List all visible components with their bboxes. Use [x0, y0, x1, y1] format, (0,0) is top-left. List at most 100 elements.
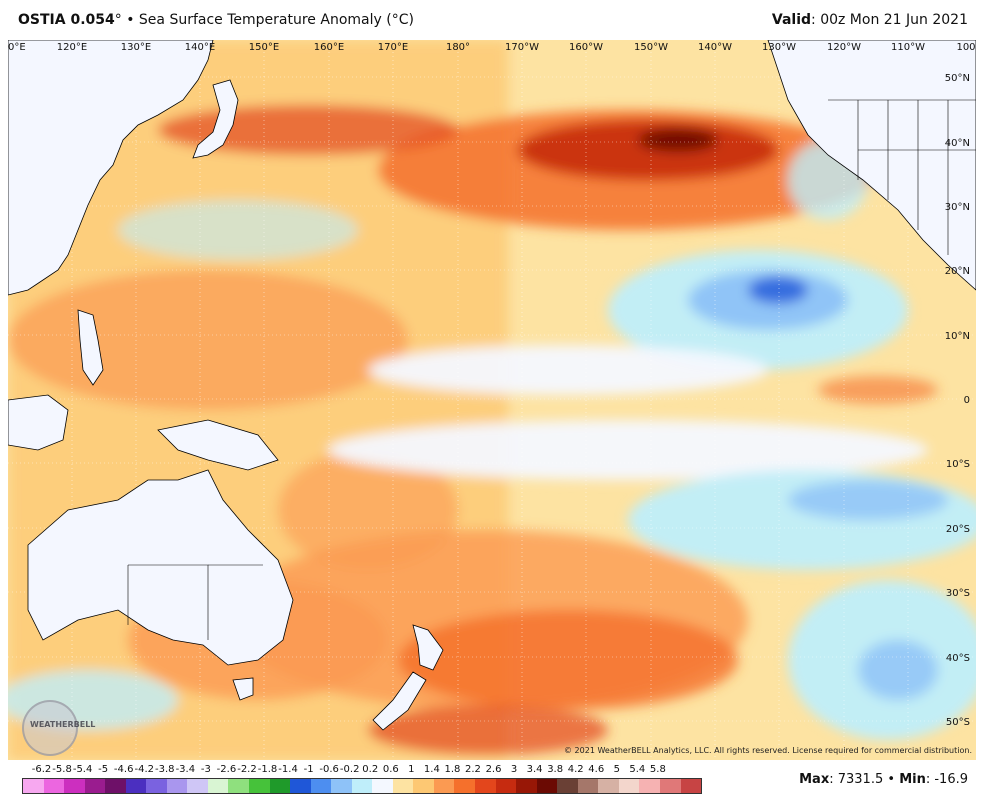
legend-tick-label: 2.6	[485, 764, 502, 775]
legend-color-swatch	[598, 779, 619, 793]
legend-color-swatch	[146, 779, 167, 793]
legend-color-swatch	[392, 779, 414, 793]
legend-color-swatch	[187, 779, 208, 793]
legend-tick-label: 1	[408, 764, 415, 775]
map-canvas: 0°E 120°E 130°E 140°E 150°E 160°E 170°E 180° 170…	[8, 40, 976, 760]
legend-tick-label: -2.2	[237, 764, 257, 775]
longitude-label: 130°W	[762, 42, 796, 53]
legend-tick-label: 5	[613, 764, 620, 775]
legend-color-swatch	[228, 779, 250, 793]
latitude-label: 10°N	[945, 331, 970, 342]
legend-tick-label: 0.6	[382, 764, 399, 775]
weatherbell-logo: WEATHERBELL	[22, 700, 95, 756]
copyright-notice: © 2021 WeatherBELL Analytics, LLC. All r…	[564, 746, 972, 755]
legend-color-swatch	[64, 779, 85, 793]
legend-tick-label: -5.8	[52, 764, 72, 775]
valid-value: : 00z Mon 21 Jun 2021	[811, 12, 968, 28]
legend-color-swatch	[372, 779, 393, 793]
legend-color-swatch	[310, 779, 332, 793]
anomaly-field	[8, 40, 976, 760]
legend-color-swatch	[23, 779, 44, 793]
new-zealand-north	[412, 624, 444, 671]
legend-tick-label: -3.8	[155, 764, 175, 775]
legend-color-swatch	[207, 779, 229, 793]
max-label: Max	[799, 772, 830, 787]
legend-color-swatch	[433, 779, 455, 793]
maxmin-bullet: •	[887, 772, 896, 787]
legend-color-swatch	[125, 779, 147, 793]
legend-color-swatch	[269, 779, 291, 793]
admin-borders	[127, 99, 976, 640]
latitude-label: 40°S	[946, 653, 970, 664]
min-label: Min	[899, 772, 926, 787]
valid-label: Valid	[771, 12, 812, 28]
latitude-label: 50°N	[945, 73, 970, 84]
legend-color-swatch	[290, 779, 311, 793]
latitude-label: 20°S	[946, 524, 970, 535]
map-title: OSTIA 0.054° • Sea Surface Temperature A…	[18, 12, 414, 28]
longitude-label: 170°E	[378, 42, 408, 53]
longitude-label: 140°W	[698, 42, 732, 53]
tasmania-land	[232, 677, 254, 701]
latitude-label: 0	[964, 395, 970, 406]
legend-tick-label: 2.2	[465, 764, 481, 775]
legend-tick-label: -4.2	[134, 764, 154, 775]
new-zealand-south	[372, 671, 427, 731]
legend-tick-label: -3.4	[175, 764, 196, 775]
legend-tick-label: 0.2	[362, 764, 379, 775]
legend-color-swatch	[680, 779, 702, 793]
latitude-label: 50°S	[946, 717, 970, 728]
longitude-label: 150°W	[634, 42, 668, 53]
latitude-label: 30°N	[945, 202, 970, 213]
legend-tick-label: -3	[200, 764, 211, 775]
legend-tick-label: 3.8	[547, 764, 564, 775]
latitude-label: 40°N	[945, 138, 970, 149]
legend-tick-label: -0.6	[319, 764, 339, 775]
legend-color-swatch	[639, 779, 660, 793]
new-guinea-land	[157, 419, 279, 471]
legend-color-swatch	[43, 779, 65, 793]
logo-text: WEATHERBELL	[30, 720, 96, 729]
asia-land	[8, 40, 214, 296]
longitude-label: 160°W	[569, 42, 603, 53]
longitude-label: 130°E	[121, 42, 151, 53]
degree-mark: °	[114, 12, 122, 28]
legend-color-swatch	[249, 779, 270, 793]
japan-land	[192, 79, 239, 159]
longitude-label: 120°E	[57, 42, 87, 53]
title-bullet: •	[126, 12, 135, 28]
landmasses	[8, 40, 976, 731]
longitude-label: 0°E	[8, 42, 26, 53]
longitude-label: 110°W	[891, 42, 925, 53]
legend-color-swatch	[105, 779, 126, 793]
latitude-label: 10°S	[946, 459, 970, 470]
legend-color-swatch	[659, 779, 681, 793]
legend-color-swatch	[536, 779, 558, 793]
model-name: OSTIA 0.054	[18, 12, 115, 28]
min-value: : -16.9	[925, 772, 968, 787]
legend-color-swatch	[495, 779, 517, 793]
legend-tick-label: 1.8	[444, 764, 461, 775]
sst-anomaly-map: 0°E 120°E 130°E 140°E 150°E 160°E 170°E 180° 170…	[8, 40, 976, 760]
longitude-label: 100	[956, 42, 975, 53]
legend-tick-label: 5.4	[629, 764, 646, 775]
graticule	[8, 40, 976, 760]
legend-tick-label: -6.2	[31, 764, 52, 775]
legend-tick-label: 5.8	[649, 764, 666, 775]
legend-color-swatch	[84, 779, 106, 793]
product-name: Sea Surface Temperature Anomaly (°C)	[138, 12, 414, 28]
valid-time: Valid: 00z Mon 21 Jun 2021	[772, 12, 968, 28]
max-value: : 7331.5	[829, 772, 884, 787]
legend-tick-labels: -6.2 -5.8 -5.4 -5 -4.6 -4.2 -3.8 -3.4 -3 -2.6 -2.2…	[10, 764, 710, 778]
legend-color-swatch	[166, 779, 188, 793]
longitude-label: 160°E	[314, 42, 344, 53]
longitude-label: 170°W	[505, 42, 539, 53]
legend-tick-label: 1.4	[423, 764, 440, 775]
philippines-land	[77, 309, 104, 386]
legend-color-swatch	[331, 779, 352, 793]
longitude-labels: 0°E 120°E 130°E 140°E 150°E 160°E 170°E 180° 170…	[8, 42, 976, 53]
longitude-label: 150°E	[249, 42, 279, 53]
legend-color-swatch	[454, 779, 476, 793]
legend-tick-label: 3	[510, 764, 518, 775]
header-bar: OSTIA 0.054° • Sea Surface Temperature A…	[0, 0, 984, 40]
